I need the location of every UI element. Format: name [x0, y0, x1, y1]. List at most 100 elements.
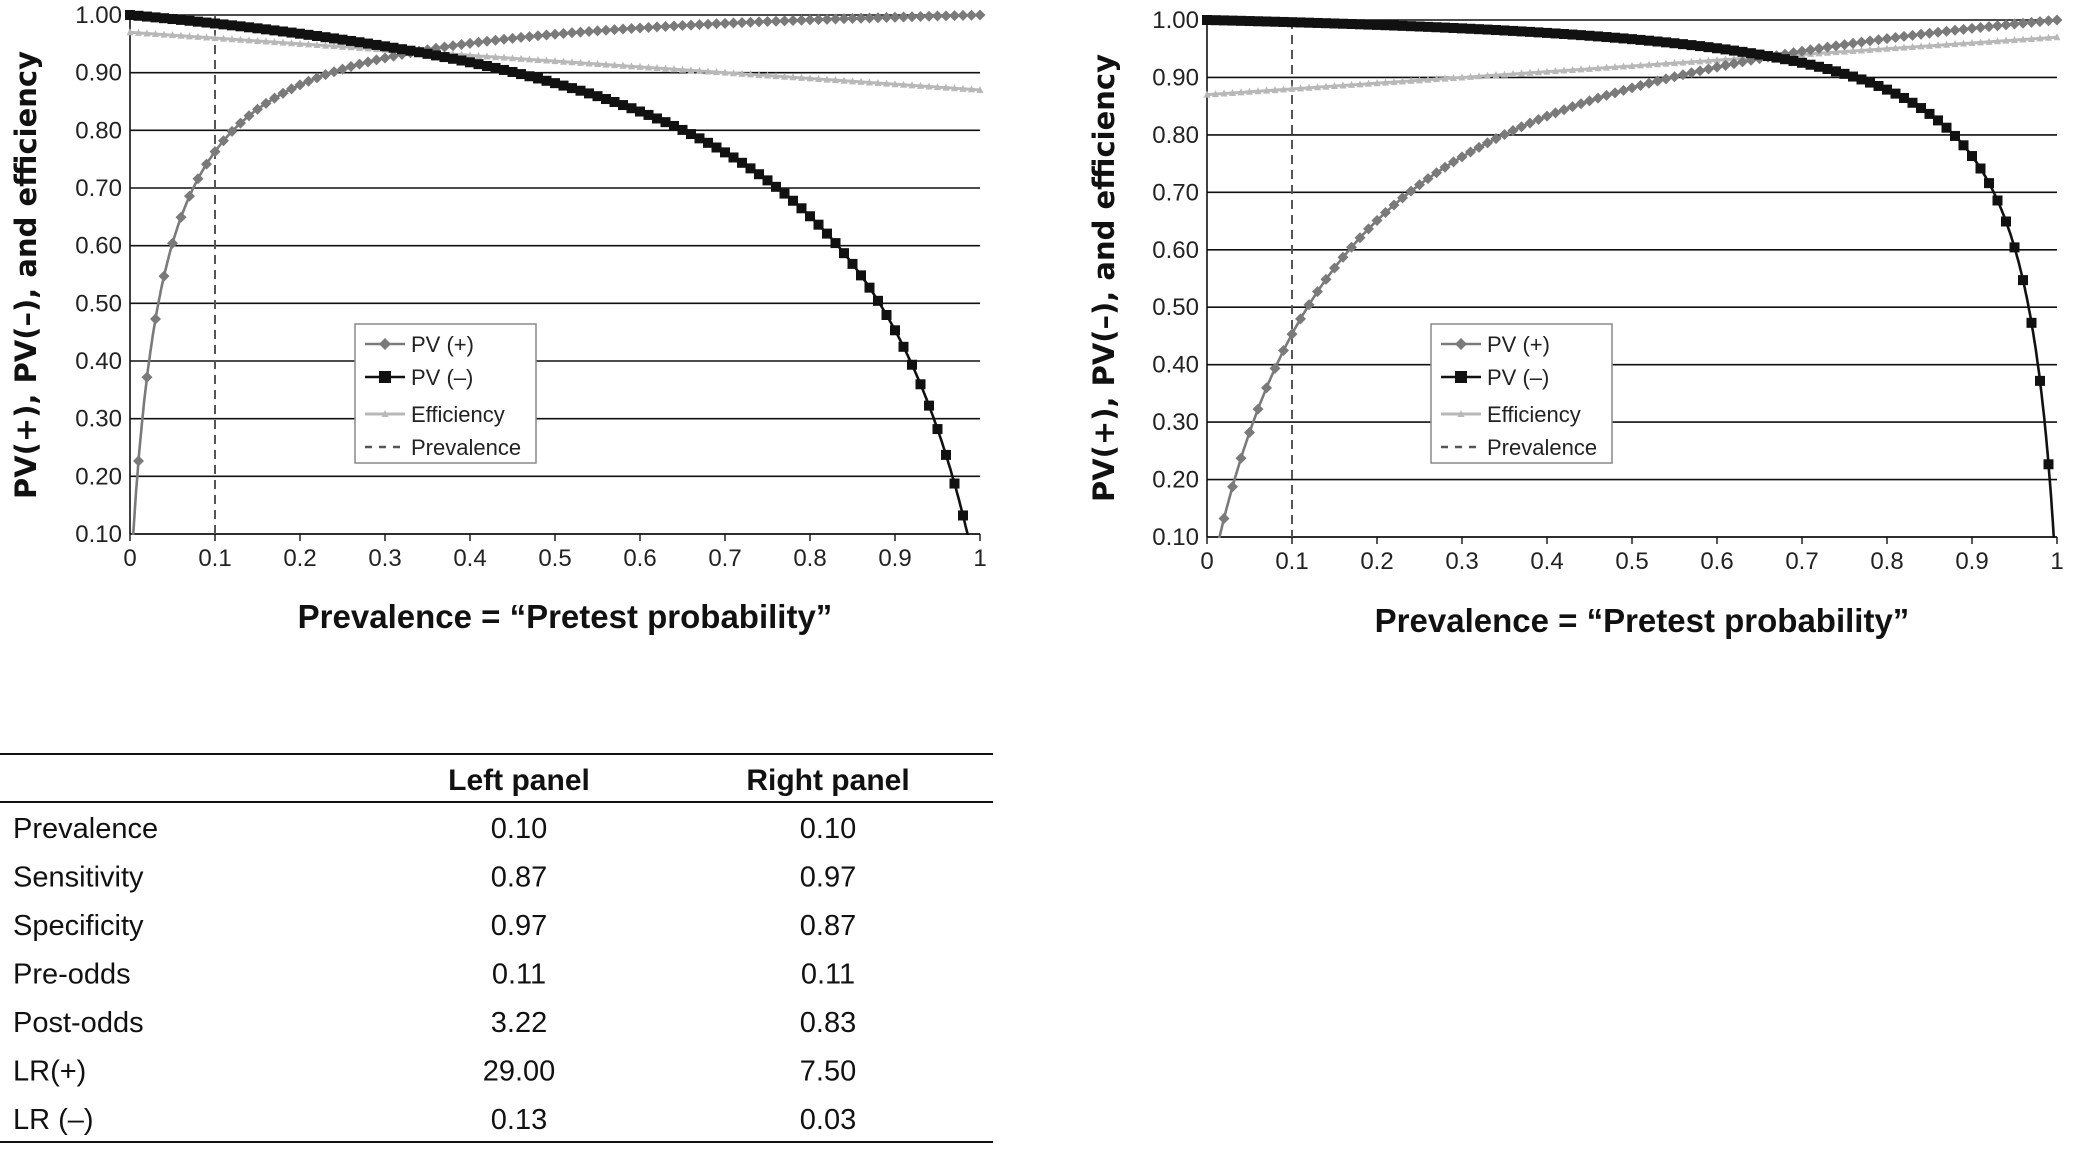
data-point	[1465, 146, 1476, 158]
data-point	[184, 15, 195, 26]
data-point	[721, 68, 729, 76]
data-point	[1535, 68, 1542, 76]
data-point	[1389, 20, 1399, 31]
data-point	[781, 72, 788, 80]
data-point	[211, 34, 219, 42]
data-point	[1456, 151, 1468, 163]
row-label: LR(+)	[13, 1056, 86, 1088]
data-point	[524, 71, 535, 82]
data-point	[1941, 122, 1952, 133]
data-point	[1882, 84, 1892, 95]
data-point	[1628, 61, 1636, 69]
data-point	[296, 39, 304, 47]
row-label: Specificity	[13, 910, 144, 942]
data-point	[1652, 36, 1663, 47]
data-point	[507, 32, 518, 44]
data-point	[567, 83, 577, 94]
data-point	[898, 11, 909, 23]
data-point	[1620, 62, 1627, 70]
data-point	[694, 19, 705, 31]
data-point	[560, 57, 567, 65]
data-point	[873, 295, 883, 306]
left-panel-value: 0.10	[491, 813, 547, 845]
data-point	[1254, 87, 1262, 95]
data-point	[575, 26, 586, 38]
row-label: Sensitivity	[13, 862, 144, 894]
data-point	[1509, 69, 1517, 77]
data-point	[226, 125, 238, 137]
data-point	[1669, 38, 1680, 49]
data-point	[2043, 459, 2054, 470]
legend-marker	[381, 410, 389, 417]
data-point	[594, 60, 601, 68]
data-point	[1244, 16, 1255, 27]
data-point	[1847, 37, 1859, 49]
data-point	[313, 40, 321, 48]
data-point	[584, 88, 594, 99]
data-point	[356, 43, 363, 51]
data-point	[662, 64, 669, 72]
data-point	[1849, 47, 1857, 55]
data-point	[1994, 37, 2001, 45]
data-point	[286, 83, 297, 95]
data-point	[677, 124, 688, 135]
data-point	[1414, 21, 1425, 32]
data-point	[1227, 15, 1238, 26]
data-point	[271, 38, 278, 46]
x-tick-label: 0.5	[538, 545, 571, 572]
data-point	[618, 100, 628, 111]
legend-label: PV (–)	[411, 365, 473, 390]
data-point	[1577, 65, 1585, 73]
data-point	[1977, 38, 1984, 46]
data-point	[1220, 89, 1228, 97]
left-chart: 0.100.200.300.400.500.600.700.800.901.00…	[9, 2, 987, 635]
data-point	[1407, 76, 1415, 84]
data-point	[295, 28, 305, 39]
data-point	[1601, 89, 1612, 101]
data-point	[1856, 74, 1867, 85]
data-point	[1950, 130, 1960, 141]
data-point	[830, 238, 841, 249]
data-point	[1832, 48, 1840, 56]
data-point	[558, 80, 569, 91]
data-point	[798, 73, 805, 81]
data-point	[857, 77, 865, 85]
data-point	[194, 32, 202, 40]
data-point	[694, 133, 705, 144]
data-point	[1703, 42, 1714, 53]
data-point	[1864, 35, 1876, 47]
x-tick-label: 0.4	[1530, 548, 1563, 575]
data-point	[541, 29, 552, 41]
data-point	[1390, 78, 1398, 86]
data-point	[1627, 34, 1637, 45]
data-point	[322, 41, 329, 49]
data-point	[1652, 75, 1663, 87]
data-point	[669, 120, 679, 131]
legend-label: Prevalence	[411, 435, 521, 460]
data-point	[838, 13, 850, 25]
data-point	[1441, 74, 1449, 82]
data-point	[2043, 15, 2054, 27]
data-point	[1363, 223, 1374, 235]
x-axis-title: Prevalence = “Pretest probability”	[298, 598, 833, 635]
x-tick-label: 0.8	[1870, 548, 1903, 575]
data-point	[1424, 75, 1432, 83]
data-point	[1297, 84, 1304, 92]
data-point	[626, 22, 637, 34]
data-point	[1754, 49, 1765, 60]
data-point	[1399, 77, 1406, 85]
data-point	[660, 117, 671, 128]
data-point	[771, 181, 781, 192]
data-point	[1814, 61, 1824, 72]
y-tick-label: 0.20	[1152, 467, 1199, 494]
data-point	[1212, 90, 1219, 98]
data-point	[169, 31, 176, 39]
y-tick-label: 0.10	[1152, 524, 1199, 551]
data-point	[788, 195, 798, 206]
data-point	[1712, 43, 1722, 54]
data-point	[1933, 115, 1943, 126]
data-point	[1304, 17, 1314, 28]
data-point	[796, 203, 807, 214]
data-point	[1518, 69, 1525, 77]
data-point	[1414, 179, 1425, 191]
